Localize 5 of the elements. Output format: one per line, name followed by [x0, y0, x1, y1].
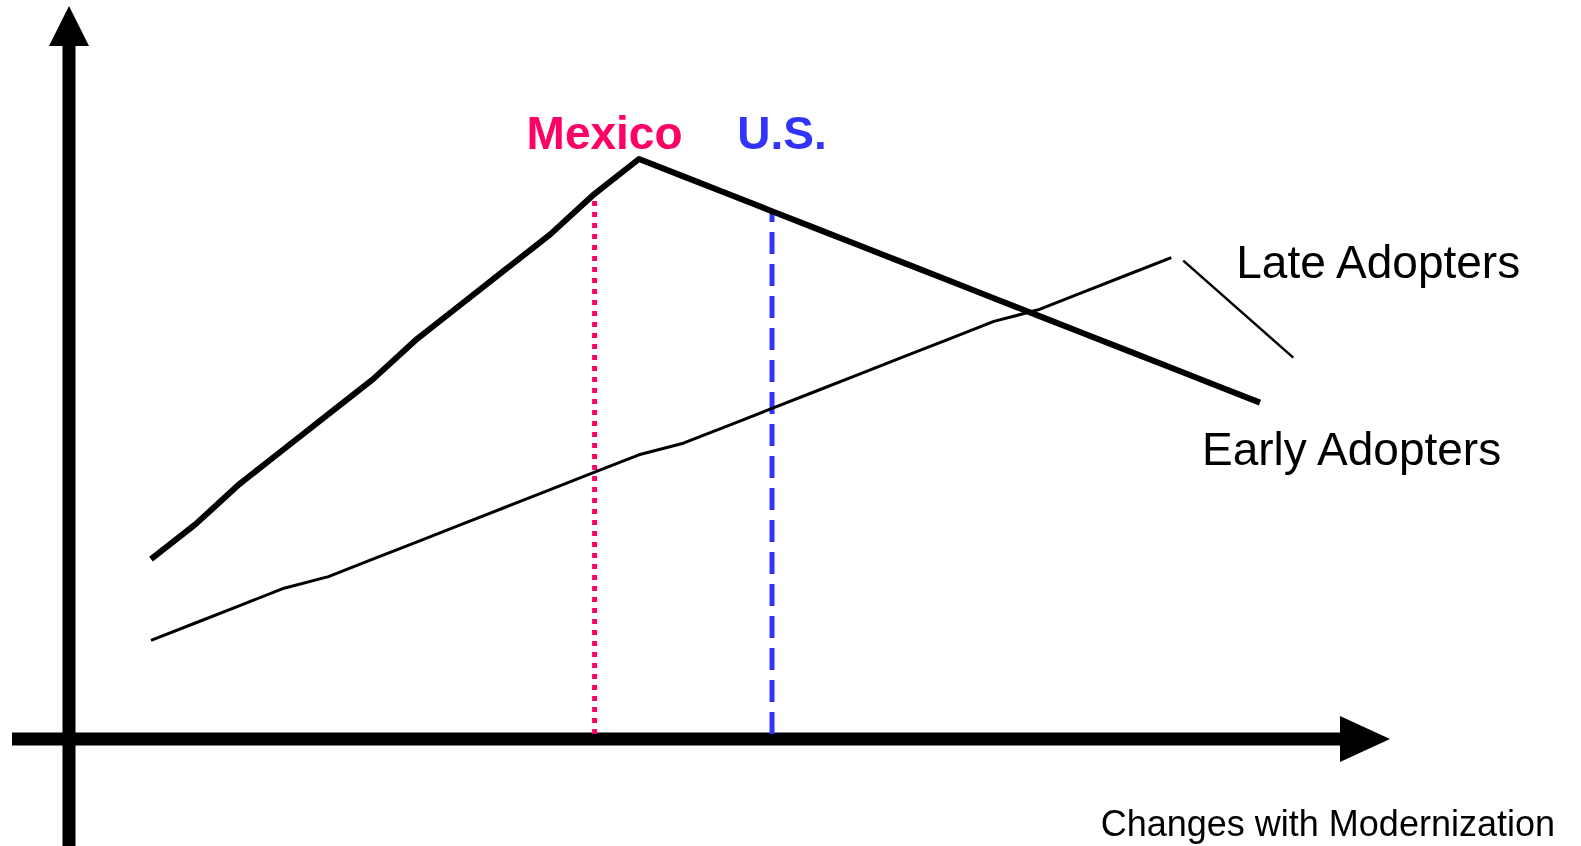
x-axis-title: Changes with Modernization — [1100, 803, 1555, 844]
annotation: Mexico — [526, 107, 683, 159]
series-label: Early Adopters — [1202, 422, 1502, 475]
series-label: Late Adopters — [1236, 235, 1521, 288]
annotation: U.S. — [737, 107, 827, 159]
